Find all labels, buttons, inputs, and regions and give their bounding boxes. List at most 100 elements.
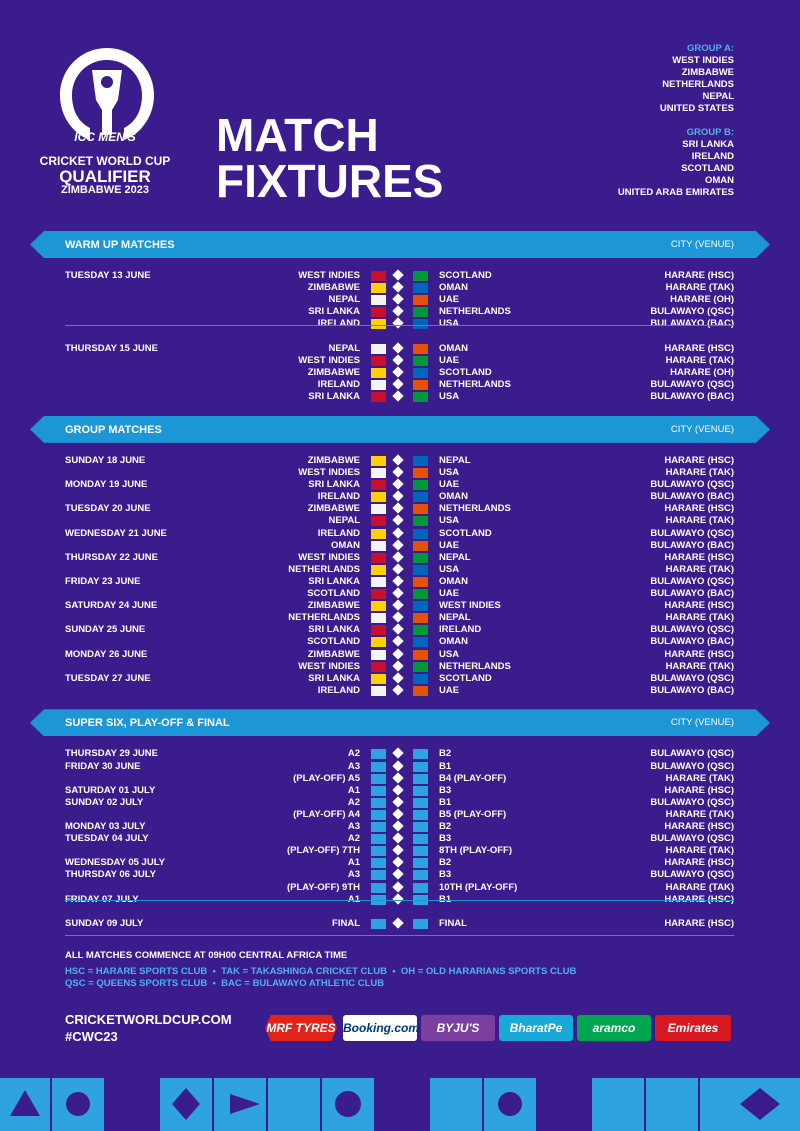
vs-icon [392,293,404,305]
flag [371,504,386,515]
match-date: TUESDAY 13 JUNE [65,270,151,281]
away-team: SCOTLAND [439,527,492,539]
flag [413,380,428,391]
away-team: OMAN [439,282,469,294]
flag [371,797,386,808]
flag [371,834,386,845]
venue: HARARE (TAK) [665,515,734,527]
vs-icon [392,454,404,466]
home-team: NEPAL [328,515,361,527]
flag [413,343,428,354]
away-team: NETHERLANDS [439,306,511,318]
match-date: THURSDAY 15 JUNE [65,342,158,354]
hashtag: #CWC23 [65,1029,118,1044]
venue: HARARE (TAK) [665,808,734,820]
home-team: A2 [347,748,360,760]
group-team: UNITED STATES [659,103,734,114]
away-team: UAE [439,355,460,366]
away-team: B4 (PLAY-OFF) [439,772,507,784]
home-team: A3 [347,869,360,881]
flag [371,882,386,893]
group-name: GROUP A: [687,43,734,54]
away-team: UAE [439,539,460,551]
flag [371,356,386,366]
match-date: SUNDAY 25 JUNE [65,624,146,636]
away-team: B2 [439,748,452,760]
home-team: ZIMBABWE [307,600,360,612]
home-team: IRELAND [317,684,360,696]
vs-icon [392,868,404,881]
vs-icon [392,366,404,378]
flag [413,773,428,784]
match-date: TUESDAY 27 JUNE [65,672,151,684]
flag [413,613,428,624]
away-team: WEST INDIES [439,600,501,612]
home-team: NEPAL [328,342,361,354]
flag [371,540,386,551]
away-team: NEPAL [439,612,471,624]
vs-icon [392,317,404,330]
flag [413,785,428,796]
group-team: NETHERLANDS [662,79,734,90]
away-team: NEPAL [439,551,471,563]
venue: HARARE (OH) [670,294,734,306]
venue: BULAWAYO (QSC) [650,760,734,772]
vs-icon [392,305,404,317]
abbr: OH = OLD HARARIANS SPORTS CLUB [400,966,577,977]
flag [371,564,386,575]
vs-icon [392,759,404,772]
away-team: USA [439,648,460,660]
venue: HARARE (OH) [670,367,734,379]
flag [371,589,386,599]
home-team: SRI LANKA [308,479,360,491]
group-team: SRI LANKA [682,139,734,150]
away-team: NEPAL [439,454,471,466]
logo-line: ZIMBABWE 2023 [60,184,150,196]
logo-line: QUALIFIER [59,167,151,186]
vs-icon [392,502,404,514]
flag [413,661,428,672]
vs-icon [392,784,404,796]
venue: BULAWAYO (QSC) [650,624,734,636]
vs-icon [392,659,404,672]
venue-header: CITY (VENUE) [670,239,734,250]
group-team: NEPAL [702,91,735,102]
flag [371,761,386,772]
home-team: ZIMBABWE [307,282,360,294]
away-team: UAE [439,479,460,491]
flag [413,846,428,857]
venue: HARARE (TAK) [665,660,734,672]
venue: BULAWAYO (QSC) [650,575,734,587]
flag [413,295,428,306]
flag [371,455,386,466]
flag [413,685,428,696]
sponsor: aramco [577,1015,651,1041]
vs-icon [392,563,404,575]
flag [413,271,428,281]
flag [413,504,428,515]
match-date: MONDAY 03 JULY [65,821,146,832]
venue-header: CITY (VENUE) [670,717,734,729]
venue-header: CITY (VENUE) [670,423,734,435]
home-team: (PLAY-OFF) A4 [293,808,360,820]
venue: HARARE (HSC) [664,648,734,660]
flag [413,283,428,294]
flag [413,528,428,539]
home-team: SRI LANKA [308,624,360,636]
flag [371,380,386,391]
title: FIXTURES [216,155,444,207]
venue: HARARE (TAK) [665,355,734,366]
flag [413,809,428,820]
venue: BULAWAYO (BAC) [650,491,734,503]
vs-icon [392,892,404,905]
home-team: SRI LANKA [308,306,360,318]
section-title: GROUP MATCHES [65,423,162,436]
venue: BULAWAYO (BAC) [650,391,734,403]
vs-icon [392,917,404,929]
sponsor: MRF TYRES [265,1015,337,1041]
flag [413,919,428,930]
away-team: B3 [439,869,452,881]
home-team: SRI LANKA [308,575,360,587]
venue: HARARE (TAK) [665,467,734,478]
away-team: USA [439,563,460,575]
